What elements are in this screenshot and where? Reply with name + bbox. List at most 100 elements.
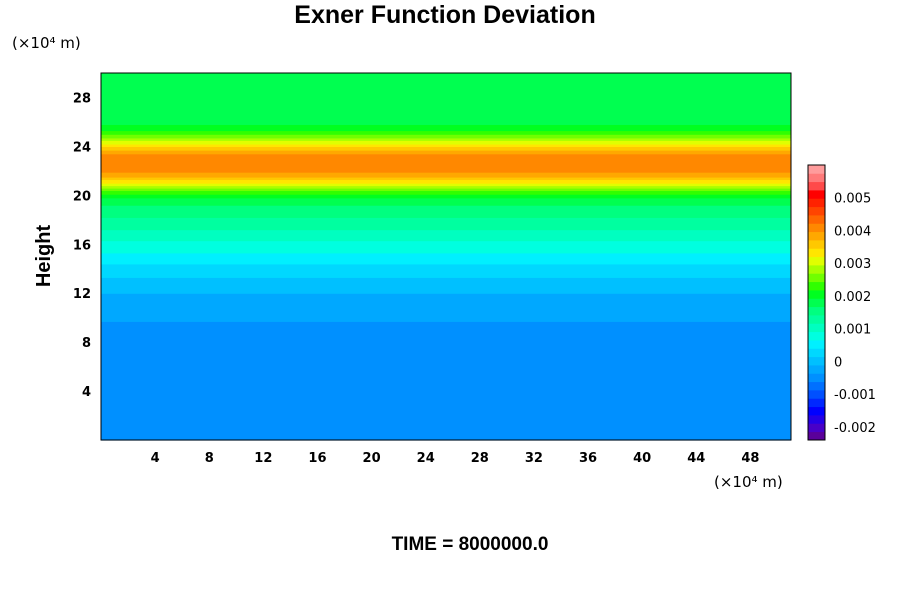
field-band bbox=[101, 214, 791, 217]
colorbar-swatch bbox=[808, 356, 825, 366]
colorbar-tick-label: 0.004 bbox=[834, 224, 871, 239]
field-band bbox=[101, 309, 791, 311]
field-band bbox=[101, 419, 791, 422]
field-band bbox=[101, 141, 791, 144]
colorbar-swatch bbox=[808, 165, 825, 174]
field-band bbox=[101, 110, 791, 113]
field-band bbox=[101, 124, 791, 127]
field-band bbox=[101, 366, 791, 369]
field-band bbox=[101, 326, 791, 329]
field-band bbox=[101, 154, 791, 157]
field-band bbox=[101, 285, 791, 288]
field-band bbox=[101, 305, 791, 308]
y-tick-label: 28 bbox=[73, 91, 91, 106]
field-band bbox=[101, 331, 791, 333]
field-band bbox=[101, 290, 791, 293]
x-tick-label: 36 bbox=[579, 451, 597, 466]
field-band bbox=[101, 97, 791, 100]
y-axis-ticks: 4 8 12 16 20 24 28 bbox=[73, 91, 91, 400]
y-axis-unit: (×10⁴ m) bbox=[12, 34, 81, 52]
field-band bbox=[101, 421, 791, 424]
field-band bbox=[101, 76, 791, 79]
colorbar-swatch bbox=[808, 406, 825, 416]
field-band bbox=[101, 167, 791, 170]
colorbar-swatch bbox=[808, 340, 825, 349]
field-band bbox=[101, 356, 791, 359]
field-band bbox=[101, 183, 791, 185]
field-band bbox=[101, 142, 791, 145]
field-band bbox=[101, 184, 791, 187]
colorbar-swatch bbox=[808, 248, 825, 258]
field-band bbox=[101, 323, 791, 326]
field-band bbox=[101, 192, 791, 195]
field-band bbox=[101, 249, 791, 251]
field-band bbox=[101, 382, 791, 385]
field-band bbox=[101, 320, 791, 322]
x-tick-label: 12 bbox=[254, 451, 272, 466]
colorbar-swatch bbox=[808, 381, 825, 391]
field-band bbox=[101, 406, 791, 409]
field-band bbox=[101, 112, 791, 114]
x-tick-label: 16 bbox=[308, 451, 326, 466]
field-band bbox=[101, 134, 791, 136]
field-band bbox=[101, 422, 791, 425]
colorbar-swatch bbox=[808, 315, 825, 324]
field-band bbox=[101, 145, 791, 147]
field-band bbox=[101, 148, 791, 151]
field-band bbox=[101, 223, 791, 226]
field-band bbox=[101, 195, 791, 198]
field-band bbox=[101, 136, 791, 139]
field-band bbox=[101, 436, 791, 439]
field-band bbox=[101, 394, 791, 397]
colorbar-swatch bbox=[808, 390, 825, 399]
field-band bbox=[101, 411, 791, 414]
field-band bbox=[101, 132, 791, 135]
field-band bbox=[101, 432, 791, 435]
field-band bbox=[101, 73, 791, 75]
colorbar-swatch bbox=[808, 198, 825, 208]
colorbar-swatch bbox=[808, 331, 825, 341]
field-band bbox=[101, 230, 791, 233]
field-band bbox=[101, 157, 791, 160]
field-band bbox=[101, 409, 791, 412]
field-band bbox=[101, 265, 791, 267]
field-band bbox=[101, 125, 791, 128]
field-band bbox=[101, 102, 791, 105]
field-band bbox=[101, 218, 791, 221]
field-band bbox=[101, 107, 791, 110]
field-band bbox=[101, 272, 791, 275]
colorbar-swatch bbox=[808, 323, 825, 333]
colorbar-swatch bbox=[808, 215, 825, 224]
field-band bbox=[101, 213, 791, 216]
field-band bbox=[101, 234, 791, 237]
field-band bbox=[101, 211, 791, 214]
colorbar-tick-label: -0.001 bbox=[834, 388, 876, 403]
field-band bbox=[101, 91, 791, 94]
field-band bbox=[101, 161, 791, 163]
colorbar-swatch bbox=[808, 306, 825, 316]
field-band bbox=[101, 430, 791, 433]
field-band bbox=[101, 225, 791, 228]
field-band bbox=[101, 329, 791, 332]
field-band bbox=[101, 180, 791, 183]
colorbar-swatch bbox=[808, 173, 825, 183]
field-band bbox=[101, 162, 791, 165]
field-band bbox=[101, 170, 791, 173]
field-band bbox=[101, 128, 791, 130]
colorbar-swatch bbox=[808, 431, 825, 441]
field-band bbox=[101, 101, 791, 103]
field-band bbox=[101, 312, 791, 315]
field-band bbox=[101, 121, 791, 124]
colorbar-swatch bbox=[808, 240, 825, 249]
field-band bbox=[101, 318, 791, 321]
field-band bbox=[101, 143, 791, 146]
field-band bbox=[101, 244, 791, 247]
field-band bbox=[101, 179, 791, 182]
field-band bbox=[101, 404, 791, 407]
field-band bbox=[101, 87, 791, 90]
x-tick-label: 20 bbox=[363, 451, 381, 466]
field-band bbox=[101, 399, 791, 402]
field-band bbox=[101, 147, 791, 150]
field-band bbox=[101, 288, 791, 291]
